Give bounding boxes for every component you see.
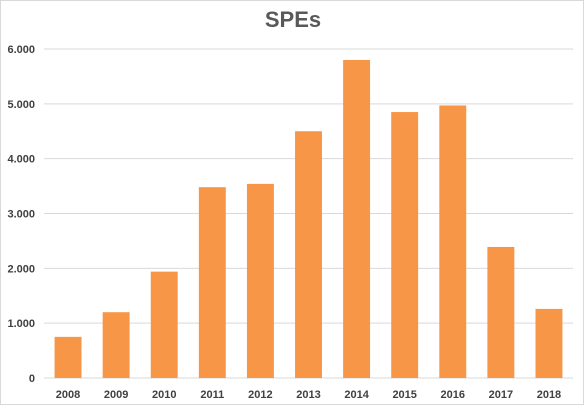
bar-2014 <box>343 59 371 378</box>
x-tick-label: 2012 <box>248 389 272 401</box>
x-tick-label: 2018 <box>537 389 561 401</box>
x-tick-label: 2009 <box>104 389 128 401</box>
x-tick-label: 2011 <box>200 389 224 401</box>
x-tick-label: 2013 <box>296 389 320 401</box>
y-tick-label: 6.000 <box>7 44 35 56</box>
bar-2018 <box>535 308 563 378</box>
bar-2016 <box>439 105 467 378</box>
y-tick-label: 0 <box>29 373 35 385</box>
bar-2013 <box>295 131 322 378</box>
bars <box>54 59 563 378</box>
x-tick-labels: 2008 2009 2010 2011 2012 2013 2014 2015 2016 2017… <box>56 389 561 401</box>
y-tick-label: 4.000 <box>7 154 35 166</box>
y-tick-label: 1.000 <box>7 318 35 330</box>
x-tick-label: 2008 <box>56 389 80 401</box>
x-tick-label: 2017 <box>489 389 513 401</box>
y-tick-label: 5.000 <box>7 99 35 111</box>
y-tick-label: 3.000 <box>7 209 35 221</box>
bar-2015 <box>391 112 419 378</box>
x-tick-label: 2016 <box>441 389 465 401</box>
x-tick-label: 2010 <box>152 389 176 401</box>
x-tick-label: 2015 <box>392 389 416 401</box>
y-tick-label: 2.000 <box>7 263 35 275</box>
x-tick-label: 2014 <box>344 389 369 401</box>
bar-2017 <box>487 246 515 378</box>
bar-2009 <box>102 312 130 378</box>
bar-2010 <box>150 271 178 378</box>
bar-2012 <box>246 183 274 378</box>
chart-title: SPEs <box>264 7 322 32</box>
y-tick-labels: 0 1.000 2.000 3.000 4.000 5.000 6.000 <box>7 44 35 385</box>
bar-2008 <box>54 336 82 378</box>
bar-2011 <box>198 187 226 378</box>
